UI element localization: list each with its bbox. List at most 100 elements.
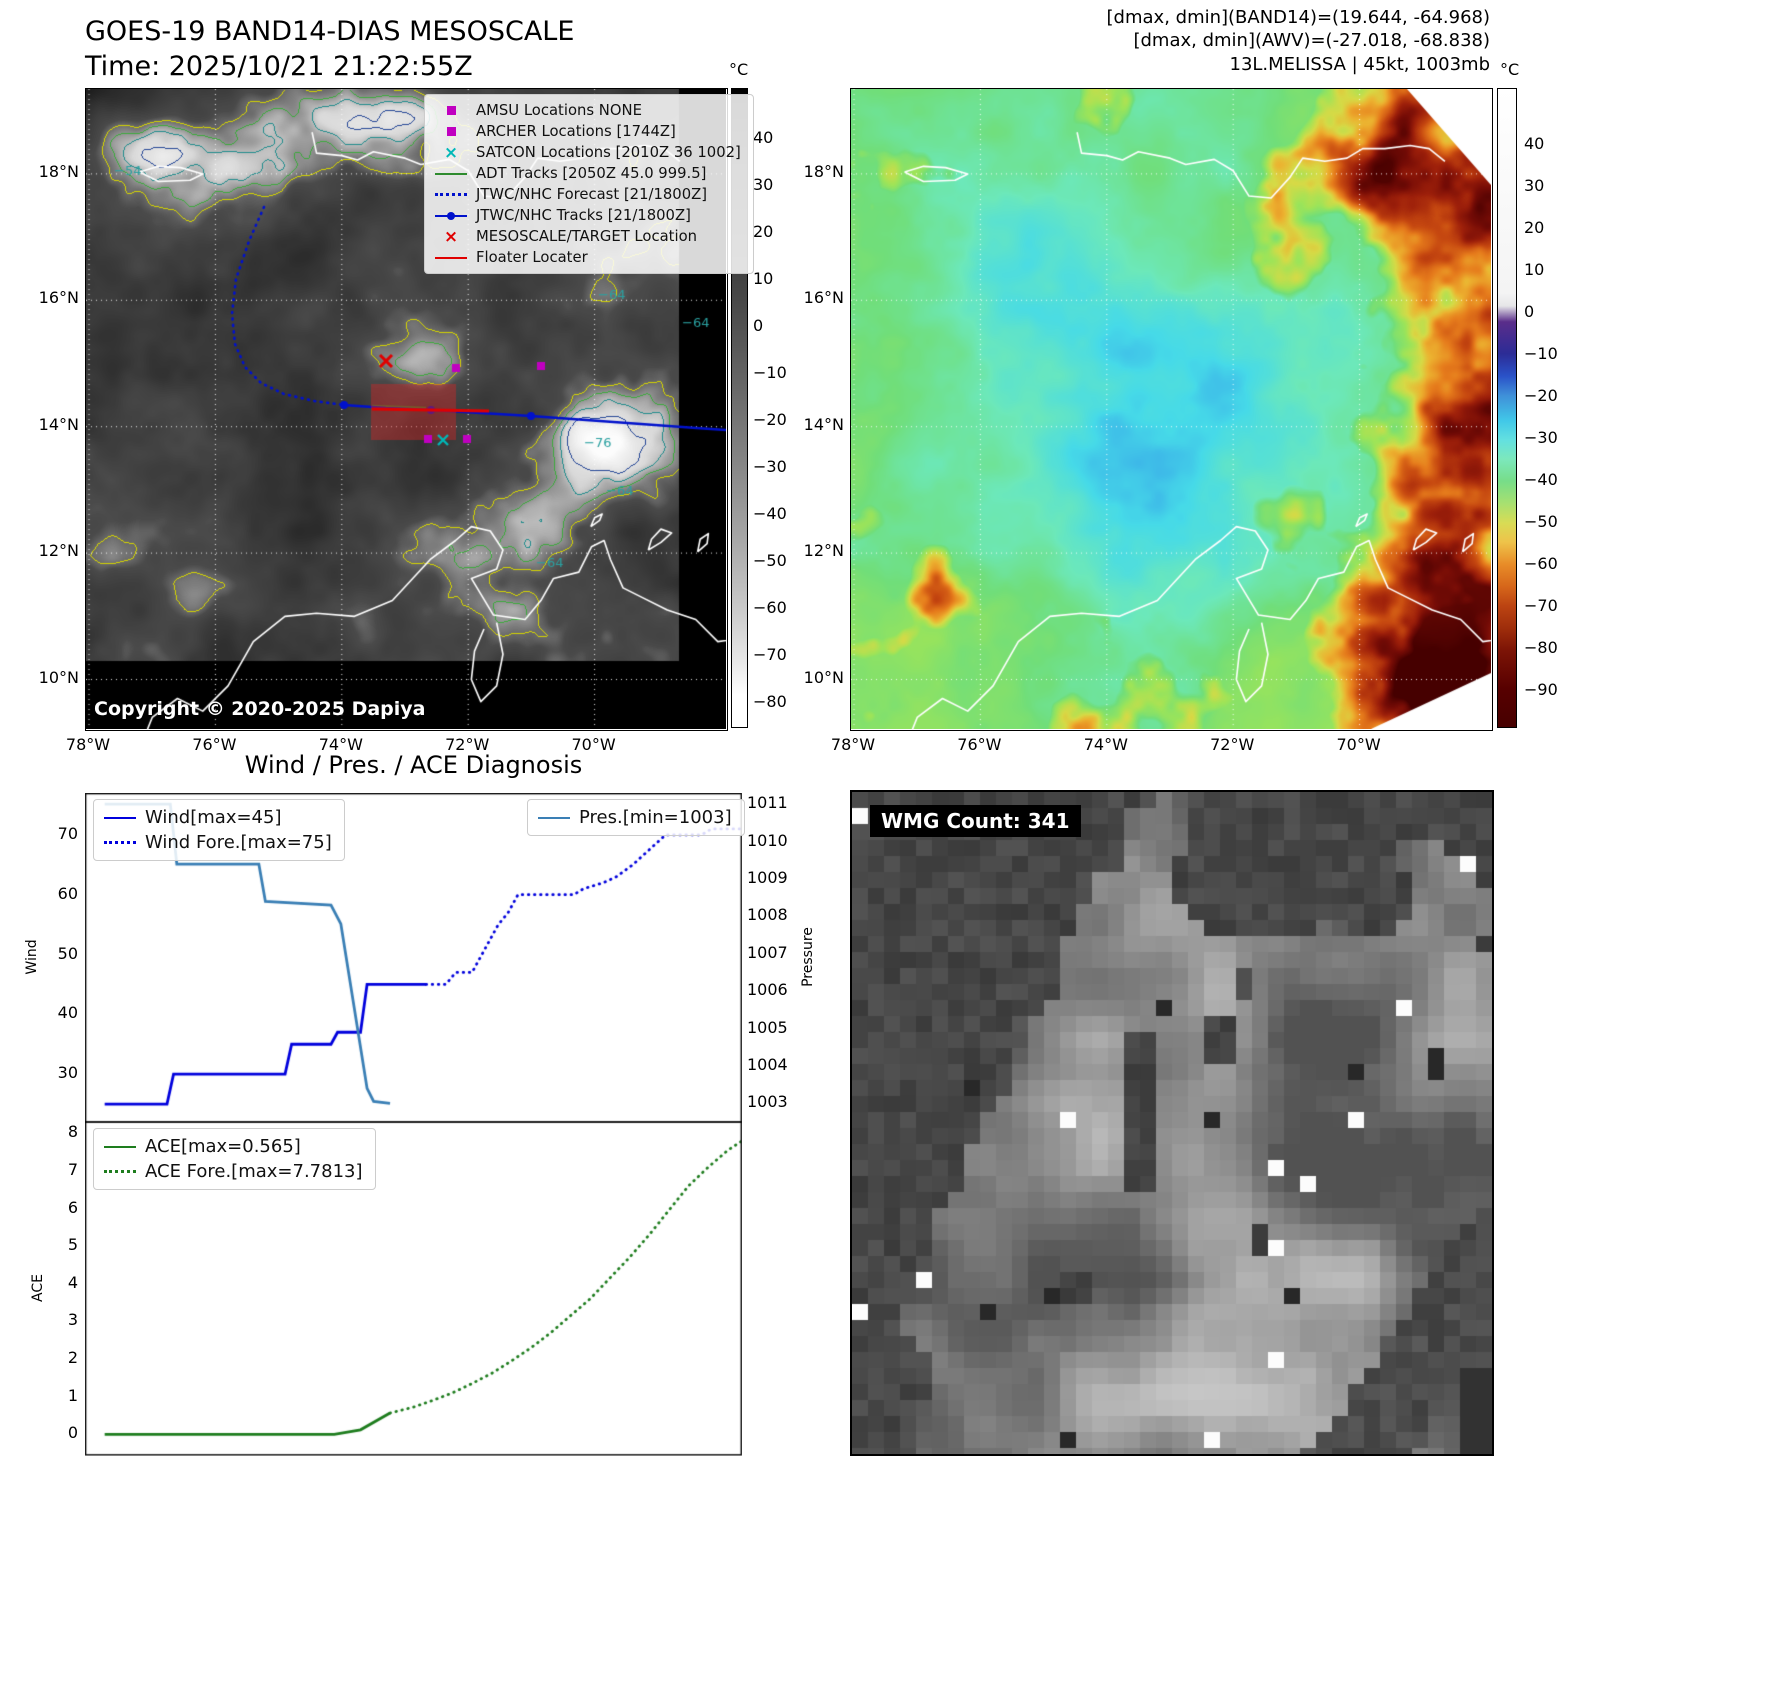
ir-colorbar-tick: −50 (753, 551, 787, 570)
awv-colorbar-tick: −20 (1524, 386, 1558, 405)
diagnosis-title: Wind / Pres. / ACE Diagnosis (244, 751, 583, 779)
ir-legend-label: Floater Locater (476, 249, 588, 266)
ir-colorbar-tick: −80 (753, 692, 787, 711)
awv-colorbar-tick: −40 (1524, 470, 1558, 489)
ir-legend-label: JTWC/NHC Forecast [21/1800Z] (476, 186, 708, 203)
pres-legend-item: Pres.[min=1003] (538, 807, 732, 828)
ir-colorbar-tick: −40 (753, 504, 787, 523)
ace-y-tick: 5 (67, 1235, 78, 1255)
pressure-y-tick: 1005 (747, 1017, 788, 1037)
ace-y-tick: 6 (67, 1197, 78, 1217)
ir-x-tick: 78°W (65, 735, 111, 754)
awv-colorbar-tick: −60 (1524, 554, 1558, 573)
ir-legend-item: ARCHER Locations [1744Z] (435, 123, 741, 140)
ir-legend-item: JTWC/NHC Tracks [21/1800Z] (435, 207, 741, 224)
ir-colorbar-tick: −10 (753, 363, 787, 382)
wind-y-tick: 30 (57, 1063, 78, 1083)
wind-y-tick: 50 (57, 943, 78, 963)
pressure-y-tick: 1007 (747, 942, 788, 962)
ir-legend-item: × MESOSCALE/TARGET Location (435, 228, 741, 245)
ir-colorbar-tick: −30 (753, 457, 787, 476)
awv-map-canvas (851, 89, 1491, 729)
ace-legend-marker-solid-icon (104, 1145, 136, 1148)
ir-x-tick: 74°W (318, 735, 363, 754)
ir-legend-marker-line-icon (435, 172, 467, 175)
ir-colorbar-tick: −20 (753, 410, 787, 429)
ace-legend-label: ACE[max=0.565] (145, 1136, 301, 1157)
ir-x-tick: 76°W (192, 735, 237, 754)
wind-legend-marker-solid-icon (104, 816, 136, 819)
awv-x-tick: 74°W (1083, 735, 1128, 754)
ir-title: GOES-19 BAND14-DIAS MESOSCALE Time: 2025… (85, 14, 574, 84)
ir-legend-label: SATCON Locations [2010Z 36 1002] (476, 144, 741, 161)
ace-axis-label: ACE (30, 1274, 46, 1302)
awv-colorbar-tick: −80 (1524, 638, 1558, 657)
ace-y-tick: 8 (67, 1122, 78, 1142)
ir-colorbar-tick: 0 (753, 316, 764, 335)
ir-x-tick: 72°W (445, 735, 490, 754)
ir-legend-marker-square-icon (435, 127, 467, 136)
wmg-canvas (852, 792, 1492, 1454)
ir-legend-marker-x-icon: × (443, 226, 459, 247)
pres-legend: Pres.[min=1003] (527, 799, 745, 836)
awv-y-tick: 12°N (803, 541, 844, 561)
wind-y-tick: 60 (57, 883, 78, 903)
diagnosis-chart-canvas (85, 793, 742, 1456)
awv-colorbar (1497, 88, 1517, 728)
ir-legend-marker-square-icon (435, 106, 467, 115)
ir-legend-marker-dotted-icon (435, 193, 467, 196)
ir-copyright: Copyright © 2020-2025 Dapiya (94, 698, 426, 720)
pressure-axis-label: Pressure (800, 927, 816, 987)
awv-colorbar-tick: 30 (1524, 176, 1545, 195)
ace-y-tick: 1 (67, 1385, 78, 1405)
wmg-frame: WMG Count: 341 (850, 790, 1494, 1456)
awv-header-line3: 13L.MELISSA | 45kt, 1003mb (1229, 53, 1491, 75)
ir-title-line1: GOES-19 BAND14-DIAS MESOSCALE (85, 16, 575, 47)
ir-legend: AMSU Locations NONE ARCHER Locations [174… (424, 94, 754, 274)
ir-y-tick: 16°N (38, 288, 79, 308)
ace-legend-marker-dotted-icon (104, 1170, 136, 1173)
pressure-y-tick: 1010 (747, 830, 788, 850)
pressure-y-tick: 1003 (747, 1092, 788, 1112)
ir-legend-item: Floater Locater (435, 249, 741, 266)
ir-colorbar-tick: 40 (753, 128, 774, 147)
ir-colorbar-tick: 30 (753, 175, 774, 194)
ir-legend-label: ADT Tracks [2050Z 45.0 999.5] (476, 165, 707, 182)
awv-header-line1: [dmax, dmin](BAND14)=(19.644, -64.968) (1106, 7, 1490, 28)
ir-legend-label: MESOSCALE/TARGET Location (476, 228, 698, 245)
awv-colorbar-tick: −70 (1524, 596, 1558, 615)
ir-colorbar-tick: −60 (753, 598, 787, 617)
awv-map-frame (850, 88, 1493, 731)
ace-y-tick: 2 (67, 1348, 78, 1368)
ir-legend-marker-line-icon (435, 256, 467, 259)
ace-legend: ACE[max=0.565] ACE Fore.[max=7.7813] (93, 1128, 376, 1190)
ir-colorbar-unit: °C (729, 60, 749, 79)
awv-colorbar-tick: −90 (1524, 680, 1558, 699)
pressure-y-tick: 1004 (747, 1054, 788, 1074)
wmg-count-label: WMG Count: 341 (870, 805, 1081, 837)
ace-y-tick: 4 (67, 1272, 78, 1292)
ir-legend-label: AMSU Locations NONE (476, 102, 642, 119)
ace-y-tick: 0 (67, 1423, 78, 1443)
awv-colorbar-tick: 0 (1524, 302, 1535, 321)
ir-y-tick: 18°N (38, 162, 79, 181)
wind-legend-item: Wind Fore.[max=75] (104, 832, 332, 853)
wind-legend-label: Wind Fore.[max=75] (145, 832, 332, 853)
ir-legend-item: × SATCON Locations [2010Z 36 1002] (435, 144, 741, 161)
ace-y-tick: 7 (67, 1159, 78, 1179)
awv-header-line2: [dmax, dmin](AWV)=(-27.018, -68.838) (1133, 30, 1490, 52)
pressure-y-tick: 1009 (747, 867, 788, 887)
awv-colorbar-tick: 20 (1524, 218, 1545, 237)
wind-y-tick: 70 (57, 823, 78, 843)
awv-colorbar-tick: −10 (1524, 344, 1558, 363)
ace-legend-item: ACE[max=0.565] (104, 1136, 363, 1157)
pres-legend-marker-solid-icon (538, 816, 570, 819)
ir-title-line2: Time: 2025/10/21 21:22:55Z (85, 51, 473, 83)
awv-x-tick: 76°W (957, 735, 1002, 754)
wind-axis-label: Wind (24, 939, 40, 975)
awv-y-tick: 18°N (803, 162, 844, 181)
awv-header: [dmax, dmin](BAND14)=(19.644, -64.968) [… (890, 6, 1490, 76)
ace-y-tick: 3 (67, 1310, 78, 1330)
pressure-y-tick: 1008 (747, 905, 788, 925)
